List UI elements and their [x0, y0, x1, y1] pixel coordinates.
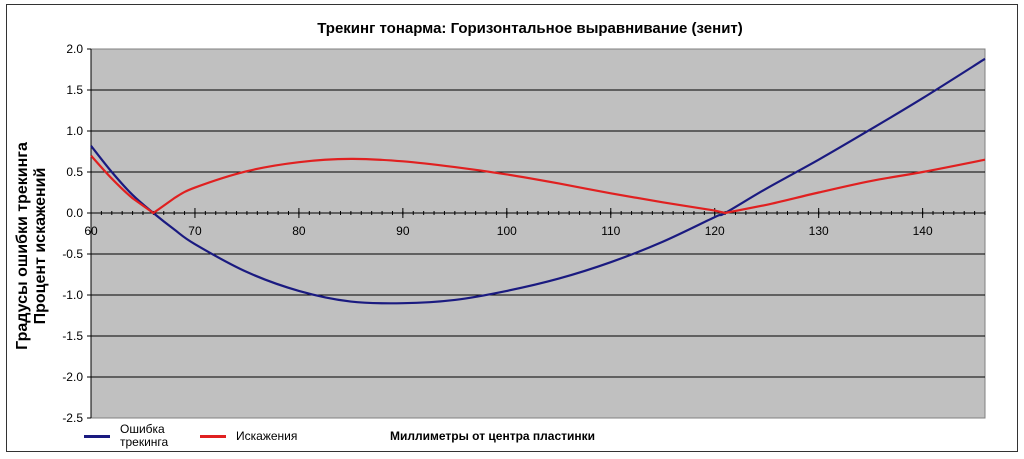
- x-tick-label: 70: [188, 224, 202, 238]
- x-tick-label: 100: [497, 224, 517, 238]
- y-tick-label: -2.0: [62, 370, 83, 384]
- y-tick-label: -1.0: [62, 288, 83, 302]
- x-tick-label: 60: [84, 224, 98, 238]
- y-tick-label: -2.5: [62, 411, 83, 425]
- x-tick-label: 140: [913, 224, 933, 238]
- x-tick-label: 130: [809, 224, 829, 238]
- y-tick-label: -1.5: [62, 329, 83, 343]
- y-tick-label: 0.5: [66, 165, 83, 179]
- x-axis-label: Миллиметры от центра пластинки: [390, 429, 596, 443]
- x-tick-label: 120: [705, 224, 725, 238]
- x-tick-label: 110: [601, 224, 620, 238]
- y-tick-label: -0.5: [62, 247, 83, 261]
- y-tick-label: 2.0: [66, 42, 83, 56]
- y-tick-label: 0.0: [66, 206, 83, 220]
- y-tick-label: 1.0: [66, 124, 83, 138]
- plot-background: [90, 48, 986, 419]
- chart-title: Трекинг тонарма: Горизонтальное выравнив…: [317, 20, 743, 37]
- series-line-distortion: [90, 154, 986, 215]
- x-tick-label: 90: [396, 224, 410, 238]
- legend-swatch-blue: [84, 435, 110, 438]
- legend-swatch-red: [200, 435, 226, 438]
- series-line-tracking-error: [90, 57, 986, 305]
- x-tick-label: 80: [292, 224, 306, 238]
- y-tick-label: 1.5: [66, 83, 83, 97]
